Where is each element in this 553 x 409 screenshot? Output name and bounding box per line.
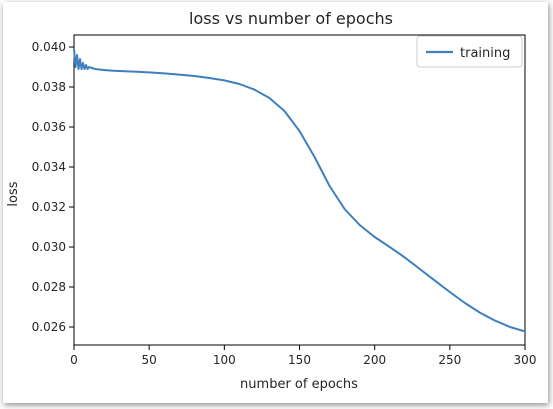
series-line-training [73, 48, 526, 333]
y-axis-label: loss [6, 181, 21, 206]
x-axis: 0 50 100 150 200 250 300 [70, 345, 536, 367]
y-tick-label: 0.028 [32, 280, 66, 294]
x-axis-label: number of epochs [240, 377, 358, 392]
legend: training [416, 35, 523, 68]
legend-box [416, 35, 523, 68]
y-tick-label: 0.034 [32, 160, 66, 174]
x-tick-label: 200 [363, 353, 386, 367]
chart-frame: loss vs number of epochs 0 50 100 150 200 250… [3, 2, 548, 403]
chart-svg: loss vs number of epochs 0 50 100 150 200 250… [6, 9, 536, 392]
y-tick-label: 0.038 [32, 80, 66, 94]
x-tick-label: 50 [142, 353, 157, 367]
x-tick-label: 250 [438, 353, 461, 367]
x-tick-label: 150 [288, 353, 311, 367]
y-tick-label: 0.036 [32, 120, 66, 134]
y-axis: 0.026 0.028 0.030 0.032 0.034 0.036 0.038 0.040 [32, 40, 74, 334]
chart-title: loss vs number of epochs [189, 9, 393, 28]
plot-area [73, 34, 526, 346]
y-tick-label: 0.030 [32, 240, 66, 254]
x-tick-label: 0 [70, 353, 78, 367]
y-tick-label: 0.040 [32, 40, 66, 54]
x-tick-label: 100 [213, 353, 236, 367]
y-tick-label: 0.026 [32, 320, 66, 334]
x-tick-label: 300 [514, 353, 537, 367]
legend-label-training: training [460, 46, 510, 61]
y-tick-label: 0.032 [32, 200, 66, 214]
